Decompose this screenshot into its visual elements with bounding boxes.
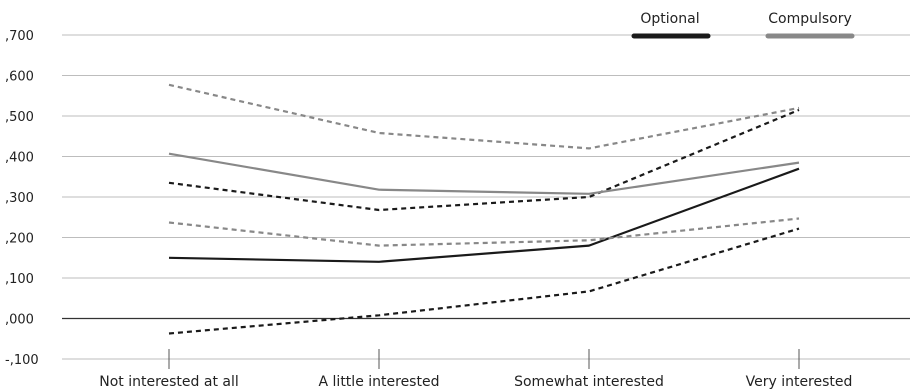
y-axis-ticks: -,100 ,000 ,100 ,200 ,300 ,400 ,500 ,600 ,700 [5,29,39,368]
legend-label: Optional [640,11,699,27]
y-tick-label: ,700 [5,29,34,44]
y-tick-label: ,200 [5,232,34,247]
y-tick-label: ,400 [5,151,34,166]
x-tick-label: Not interested at all [99,374,239,390]
y-tick-label: ,600 [5,70,34,85]
legend-label: Compulsory [768,11,852,27]
compulsory-estimate-line [168,152,800,195]
legend: Optional Compulsory [631,11,855,39]
series-lines [168,83,800,335]
y-tick-label: ,300 [5,191,34,206]
y-tick-label: ,100 [5,272,34,287]
x-axis: Not interested at all A little interested… [99,349,852,390]
gridlines [62,34,910,360]
y-tick-label: ,000 [5,313,34,328]
x-tick-label: Very interested [746,374,853,390]
optional-upper-bound-line [168,108,800,212]
y-tick-label: -,100 [5,353,39,368]
compulsory-upper-bound-line [168,83,800,150]
y-tick-label: ,500 [5,110,34,125]
x-tick-label: Somewhat interested [514,374,664,390]
compulsory-lower-bound-line [168,217,800,247]
x-tick-label: A little interested [319,374,440,390]
optional-lower-bound-line [168,227,800,335]
optional-estimate-line [168,167,800,263]
